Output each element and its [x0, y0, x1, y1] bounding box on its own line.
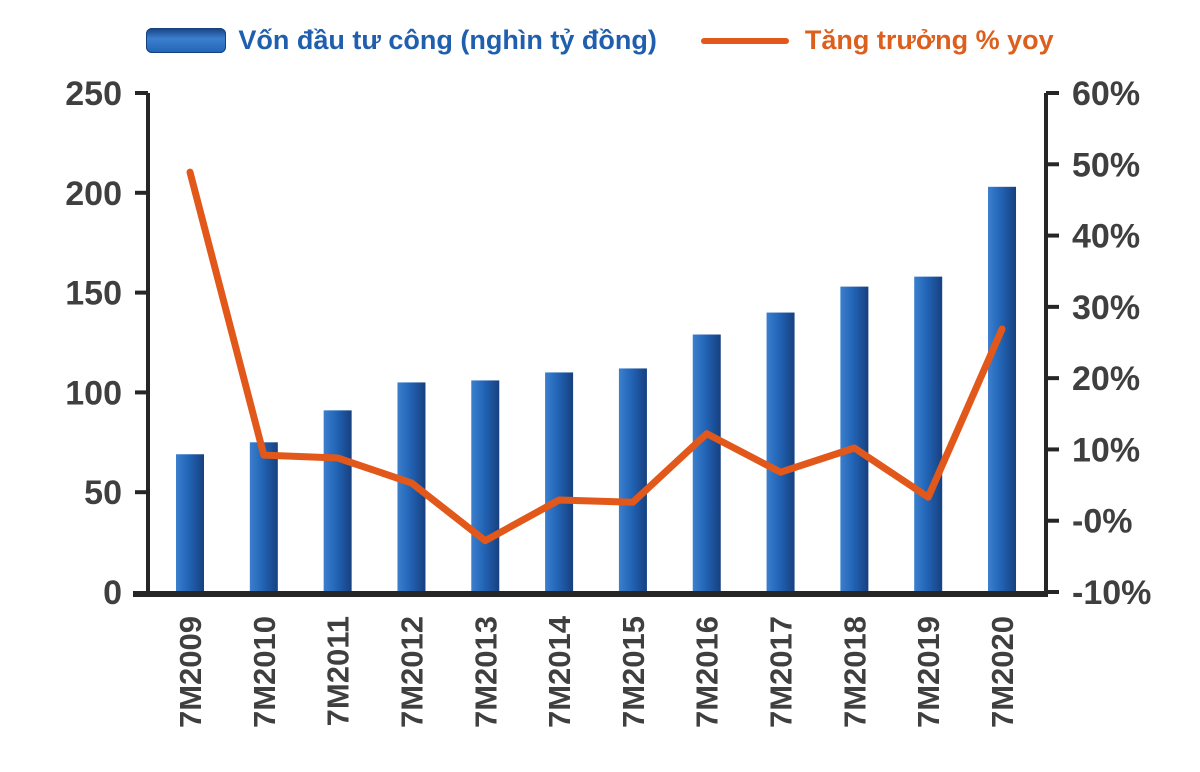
- bar-7M2010: [249, 442, 278, 592]
- x-axis-label-7M2013: 7M2013: [468, 616, 503, 728]
- right-axis-tick-label: 60%: [1072, 75, 1140, 113]
- bar-7M2014: [545, 372, 574, 592]
- bar-7M2013: [471, 380, 500, 592]
- right-axis-tick-label: -0%: [1072, 503, 1132, 541]
- right-axis-tick-label: 10%: [1072, 431, 1140, 469]
- left-axis-tick-label: 50: [84, 474, 122, 512]
- line-series-legend-label: Tăng trưởng % yoy: [804, 25, 1054, 55]
- bar-7M2018: [840, 286, 869, 592]
- legend: Vốn đầu tư công (nghìn tỷ đồng) Tăng trư…: [0, 27, 1200, 54]
- right-axis-tick-label: 50%: [1072, 146, 1140, 184]
- x-axis-label-7M2016: 7M2016: [690, 616, 725, 728]
- right-axis-tick-label: -10%: [1072, 574, 1151, 612]
- bar-7M2019: [914, 276, 943, 592]
- bar-7M2016: [692, 334, 721, 592]
- right-axis-tick-label: 30%: [1072, 289, 1140, 327]
- bar-7M2020: [988, 186, 1017, 592]
- x-axis-label-7M2019: 7M2019: [911, 616, 946, 728]
- x-axis-label-7M2017: 7M2017: [764, 616, 799, 728]
- bar-7M2017: [766, 312, 795, 592]
- x-axis-label-7M2018: 7M2018: [837, 616, 872, 728]
- bar-series-swatch-icon: [146, 28, 227, 53]
- x-axis-label-7M2014: 7M2014: [542, 615, 577, 728]
- left-axis-tick-label: 200: [65, 175, 122, 213]
- left-axis-tick-label: 100: [65, 374, 122, 412]
- right-axis-tick-label: 40%: [1072, 218, 1140, 256]
- growth-line: [186, 168, 1006, 545]
- x-axis-label-7M2010: 7M2010: [247, 616, 282, 728]
- right-axis-tick-label: 20%: [1072, 360, 1140, 398]
- x-axis-label-7M2015: 7M2015: [616, 616, 651, 728]
- left-axis-tick-label: 0: [103, 574, 122, 612]
- bar-7M2011: [323, 410, 352, 592]
- x-axis-label-7M2011: 7M2011: [321, 616, 356, 726]
- line-series-swatch-icon: [700, 37, 789, 44]
- bar-series-legend-label: Vốn đầu tư công (nghìn tỷ đồng): [238, 25, 657, 55]
- x-axis-label-7M2020: 7M2020: [985, 616, 1020, 728]
- x-axis-label-7M2012: 7M2012: [394, 616, 429, 728]
- left-axis-tick-label: 250: [65, 75, 122, 113]
- left-axis-tick-label: 150: [65, 275, 122, 313]
- x-axis-label-7M2009: 7M2009: [173, 616, 208, 728]
- bar-7M2009: [176, 454, 204, 592]
- bar-7M2015: [618, 368, 647, 592]
